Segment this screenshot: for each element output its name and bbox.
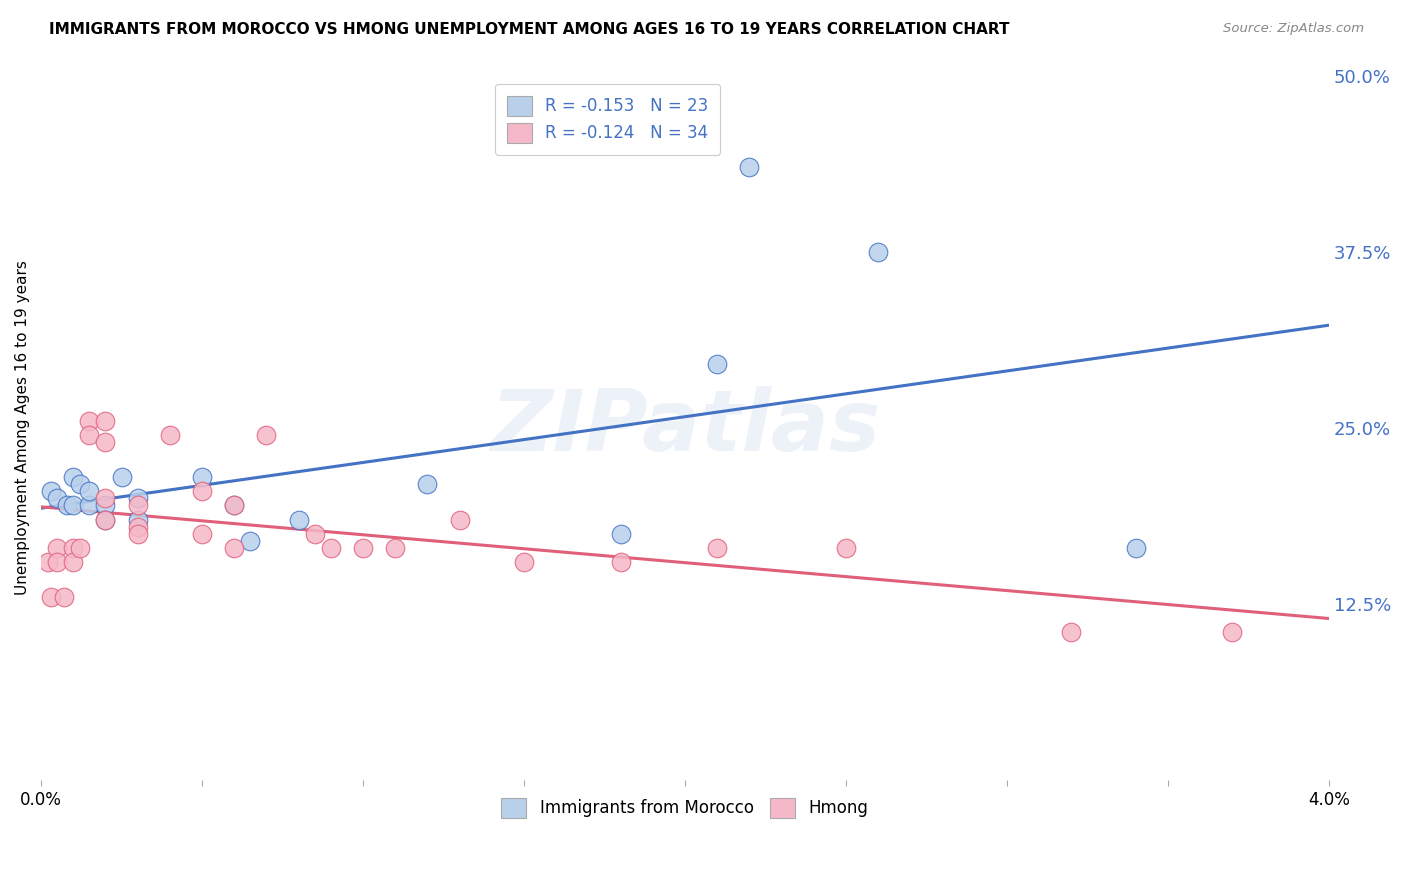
Point	[94, 491, 117, 506]
Point	[79, 428, 101, 442]
Point	[94, 499, 117, 513]
Point	[69, 477, 91, 491]
Point	[69, 541, 91, 555]
Point	[304, 526, 326, 541]
Point	[62, 541, 84, 555]
Point	[1060, 625, 1083, 640]
Point	[1125, 541, 1147, 555]
Point	[706, 358, 728, 372]
Point	[56, 499, 79, 513]
Text: IMMIGRANTS FROM MOROCCO VS HMONG UNEMPLOYMENT AMONG AGES 16 TO 19 YEARS CORRELAT: IMMIGRANTS FROM MOROCCO VS HMONG UNEMPLO…	[49, 22, 1010, 37]
Point	[609, 555, 631, 569]
Point	[191, 470, 214, 484]
Point	[319, 541, 342, 555]
Point	[384, 541, 406, 555]
Point	[94, 512, 117, 526]
Text: Source: ZipAtlas.com: Source: ZipAtlas.com	[1223, 22, 1364, 36]
Point	[62, 555, 84, 569]
Point	[224, 499, 246, 513]
Point	[239, 533, 262, 548]
Point	[224, 541, 246, 555]
Y-axis label: Unemployment Among Ages 16 to 19 years: Unemployment Among Ages 16 to 19 years	[15, 260, 30, 595]
Point	[127, 499, 149, 513]
Point	[46, 491, 69, 506]
Point	[79, 484, 101, 499]
Point	[159, 428, 181, 442]
Point	[39, 590, 62, 604]
Point	[127, 519, 149, 533]
Point	[127, 526, 149, 541]
Point	[191, 484, 214, 499]
Point	[287, 512, 309, 526]
Point	[416, 477, 439, 491]
Point	[191, 526, 214, 541]
Point	[868, 244, 890, 259]
Point	[127, 512, 149, 526]
Point	[127, 491, 149, 506]
Point	[46, 555, 69, 569]
Point	[46, 541, 69, 555]
Point	[79, 414, 101, 428]
Point	[52, 590, 75, 604]
Point	[94, 512, 117, 526]
Point	[835, 541, 858, 555]
Point	[37, 555, 59, 569]
Text: ZIPatlas: ZIPatlas	[489, 386, 880, 469]
Point	[449, 512, 471, 526]
Point	[94, 414, 117, 428]
Point	[62, 470, 84, 484]
Point	[513, 555, 536, 569]
Point	[706, 541, 728, 555]
Point	[224, 499, 246, 513]
Point	[94, 435, 117, 450]
Point	[352, 541, 374, 555]
Point	[110, 470, 132, 484]
Point	[1220, 625, 1243, 640]
Point	[62, 499, 84, 513]
Point	[609, 526, 631, 541]
Legend: Immigrants from Morocco, Hmong: Immigrants from Morocco, Hmong	[495, 791, 875, 825]
Point	[738, 160, 761, 174]
Point	[39, 484, 62, 499]
Point	[79, 499, 101, 513]
Point	[256, 428, 278, 442]
